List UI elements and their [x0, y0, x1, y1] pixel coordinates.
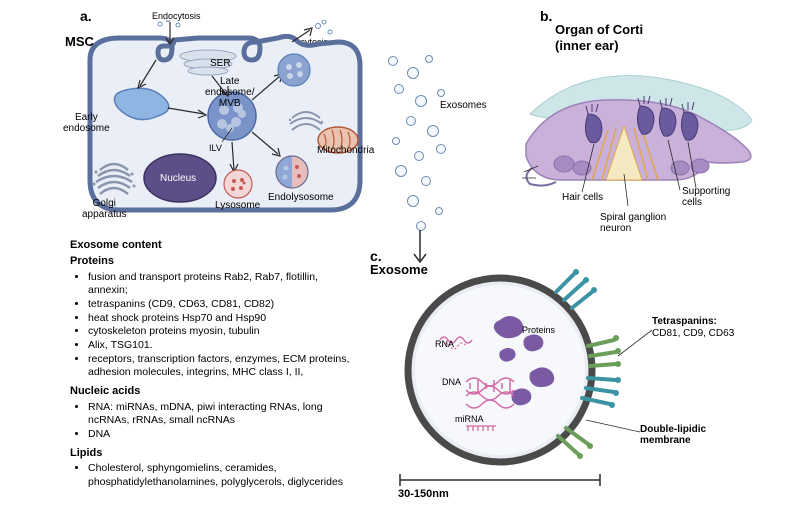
section-lipids-list: Cholesterol, sphyngomielins, ceramides, … — [70, 462, 350, 489]
lipids-item-0: Cholesterol, sphyngomielins, ceramides, … — [88, 462, 350, 489]
label-mitochondria: Mitochondria — [317, 145, 374, 156]
label-hair-cells: Hair cells — [562, 192, 603, 203]
exosome-dot — [407, 195, 419, 207]
label-mirna: miRNA — [455, 415, 484, 425]
proteins-item-0: fusion and transport proteins Rab2, Rab7… — [88, 271, 350, 298]
label-exosomes: Exosomes — [440, 100, 487, 111]
section-proteins-title: Proteins — [70, 254, 350, 269]
organ-of-corti-diagram — [520, 56, 770, 216]
label-rna: RNA — [435, 340, 454, 350]
exosome-dot — [406, 116, 416, 126]
exosome-dot — [435, 207, 443, 215]
label-membrane: Double-lipidic membrane — [640, 424, 706, 446]
section-proteins-list: fusion and transport proteins Rab2, Rab7… — [70, 271, 350, 380]
label-early-endosome: Early endosome — [63, 112, 110, 134]
panel-b-title2: (inner ear) — [555, 38, 619, 53]
label-size: 30-150nm — [398, 488, 449, 500]
nucleic-item-1: DNA — [88, 428, 350, 442]
exosome-dot — [414, 151, 424, 161]
exosome-dot — [388, 56, 398, 66]
label-golgi: Golgi apparatus — [82, 198, 126, 220]
exosome-dot — [395, 165, 407, 177]
label-ilv: ILV — [209, 144, 222, 154]
label-spiral-ganglion: Spiral ganglion neuron — [600, 212, 666, 234]
proteins-item-1: tetraspanins (CD9, CD63, CD81, CD82) — [88, 298, 350, 312]
panel-b-title1: Organ of Corti — [555, 22, 643, 37]
content-heading: Exosome content — [70, 238, 350, 253]
exosome-diagram — [370, 260, 770, 510]
exosome-dot — [436, 144, 446, 154]
exosome-content-block: Exosome content Proteins fusion and tran… — [70, 238, 350, 494]
section-lipids-title: Lipids — [70, 446, 350, 461]
label-supporting-cells: Supporting cells — [682, 186, 730, 208]
exosome-dot — [421, 176, 431, 186]
exosome-dot — [427, 125, 439, 137]
exosome-dot — [415, 95, 427, 107]
label-dna: DNA — [442, 378, 461, 388]
proteins-item-3: cytoskeleton proteins myosin, tubulin — [88, 325, 350, 339]
exosome-dot — [392, 137, 400, 145]
section-nucleic-list: RNA: miRNAs, mDNA, piwi interacting RNAs… — [70, 401, 350, 442]
figure-canvas: a. MSC Endocytosis Exocytosis — [0, 0, 794, 516]
label-lysosome: Lysosome — [215, 200, 260, 211]
exosome-dot — [407, 67, 419, 79]
label-ser: SER — [210, 58, 231, 69]
proteins-item-2: heat shock proteins Hsp70 and Hsp90 — [88, 312, 350, 326]
label-mvb: Late endosome/ MVB — [205, 76, 254, 109]
proteins-item-4: Alix, TSG101. — [88, 339, 350, 353]
exosome-dot — [425, 55, 433, 63]
label-tetraspanins-list: CD81, CD9, CD63 — [652, 328, 734, 339]
exosome-dot — [394, 84, 404, 94]
proteins-item-5: receptors, transcription factors, enzyme… — [88, 353, 350, 380]
label-tetraspanins: Tetraspanins: — [652, 316, 717, 327]
section-nucleic-title: Nucleic acids — [70, 384, 350, 399]
exosome-dot — [437, 89, 445, 97]
panel-b-letter: b. — [540, 8, 552, 24]
label-endolysosome: Endolysosome — [268, 192, 334, 203]
nucleic-item-0: RNA: miRNAs, mDNA, piwi interacting RNAs… — [88, 401, 350, 428]
label-nucleus: Nucleus — [160, 173, 196, 184]
label-proteins: Proteins — [522, 326, 555, 336]
